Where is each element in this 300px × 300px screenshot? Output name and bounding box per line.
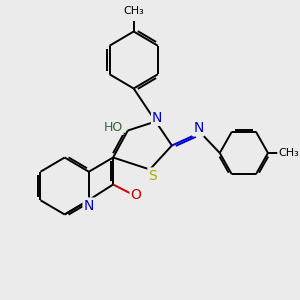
Text: N: N <box>152 111 162 125</box>
Text: S: S <box>148 169 157 182</box>
Text: CH₃: CH₃ <box>123 6 144 16</box>
Text: CH₃: CH₃ <box>278 148 299 158</box>
Text: N: N <box>83 199 94 212</box>
Text: O: O <box>130 188 142 202</box>
Text: N: N <box>193 122 203 135</box>
Text: HO: HO <box>103 121 123 134</box>
